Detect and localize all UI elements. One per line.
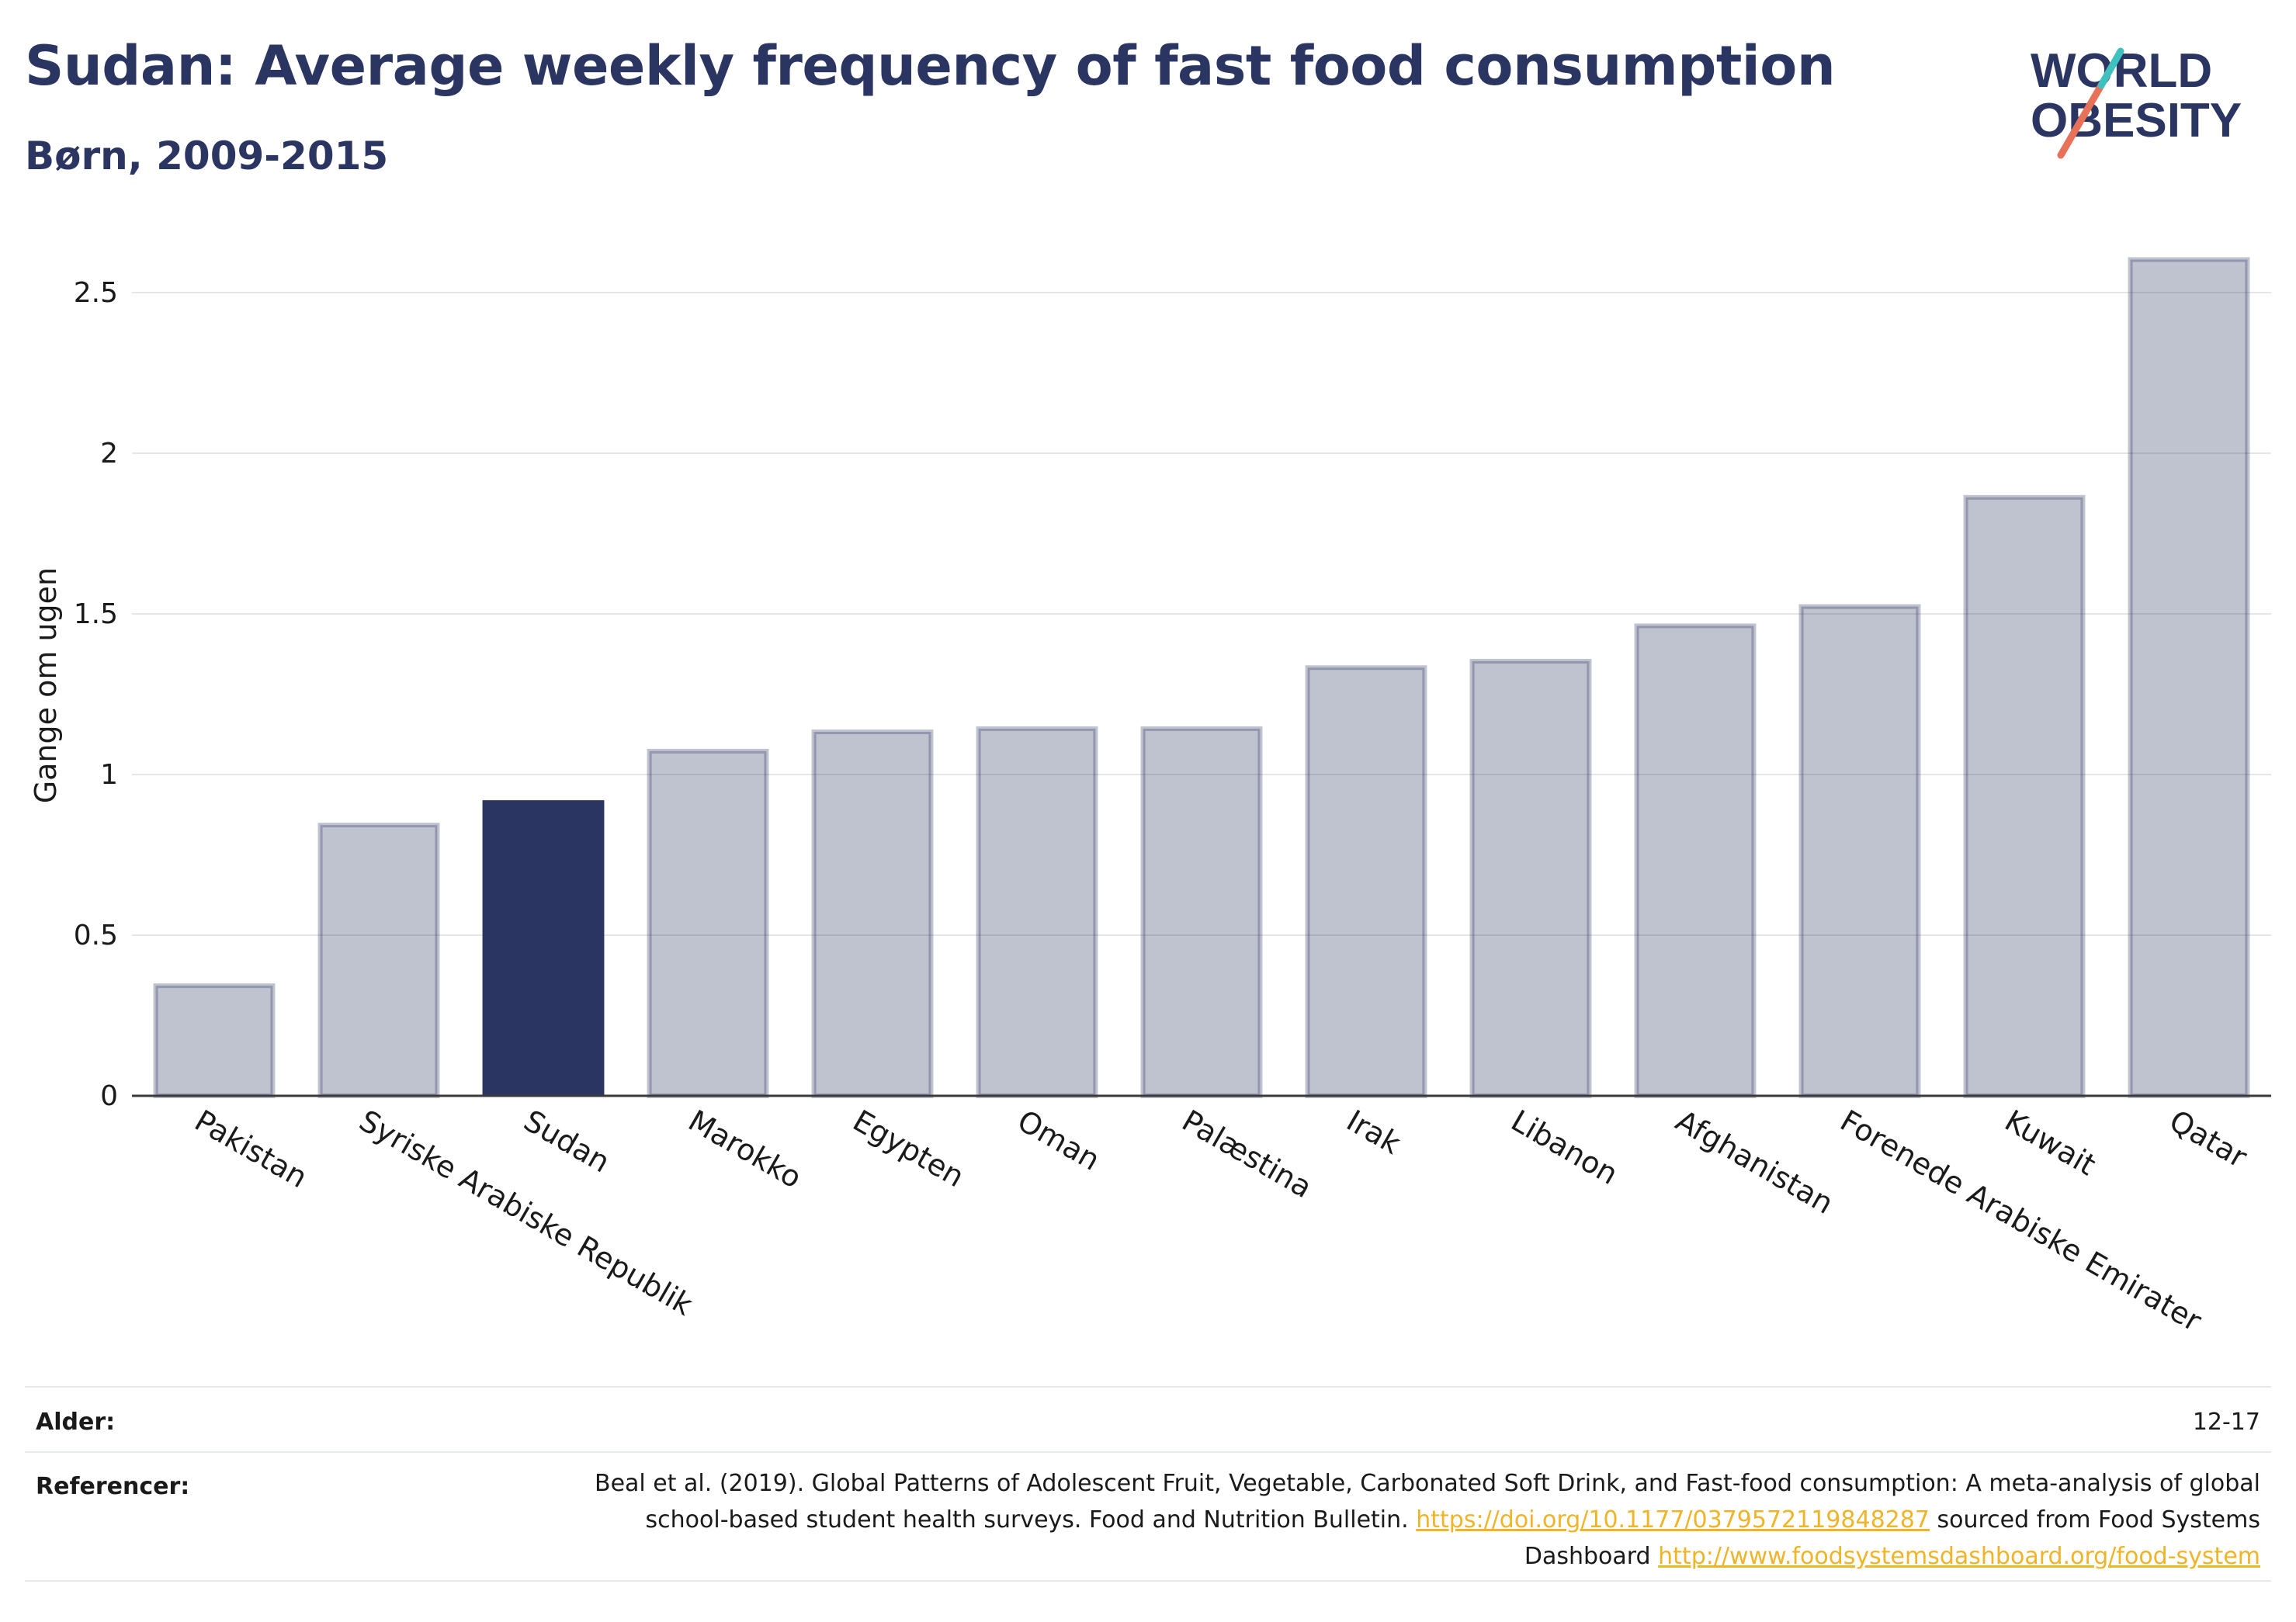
y-tick-label: 0 (100, 1080, 118, 1112)
bar (153, 983, 276, 1098)
age-value: 12-17 (2192, 1409, 2260, 1436)
world-obesity-logo: WORLD OBESITY (2031, 44, 2242, 159)
references-text: Beal et al. (2019). Global Patterns of A… (553, 1465, 2260, 1575)
references-label: Referencer: (36, 1473, 190, 1500)
x-tick-label: Palæstina (1177, 1104, 1318, 1205)
logo-slash-teal (2097, 47, 2124, 89)
x-tick-label: Pakistan (189, 1104, 314, 1195)
y-axis-title: Gange om ugen (29, 567, 63, 803)
x-tick-label: Libanon (1506, 1104, 1624, 1191)
footer-divider (25, 1580, 2271, 1582)
doi-link[interactable]: https://doi.org/10.1177/0379572119848287 (1416, 1506, 1930, 1534)
x-tick-label: Kuwait (1999, 1104, 2102, 1183)
bar (811, 730, 934, 1098)
footer-divider (25, 1386, 2271, 1388)
bar (976, 726, 1098, 1099)
y-tick-label: 1.5 (74, 598, 118, 630)
bar (1140, 726, 1263, 1099)
x-tick-label: Irak (1341, 1104, 1406, 1161)
chart-title: Sudan: Average weekly frequency of fast … (25, 34, 1836, 98)
bar (2128, 257, 2250, 1099)
reference-source: sourced from Food Systems Dashboard (1524, 1506, 2260, 1570)
bar (1798, 604, 1921, 1098)
x-tick-label: Afghanistan (1670, 1104, 1840, 1221)
bar (1634, 623, 1757, 1098)
dashboard-link[interactable]: http://www.foodsystemsdashboard.org/food… (1658, 1543, 2260, 1570)
bar (1469, 658, 1592, 1098)
x-tick-label: Sudan (519, 1104, 616, 1180)
logo-slash-red (2057, 81, 2105, 159)
x-tick-label: Oman (1012, 1104, 1106, 1177)
age-label: Alder: (36, 1409, 116, 1436)
footer-divider (25, 1451, 2271, 1453)
bar-highlight (482, 800, 605, 1096)
chart-subtitle: Børn, 2009-2015 (25, 133, 389, 178)
x-tick-label: Qatar (2164, 1104, 2253, 1175)
x-tick-label: Egypten (848, 1104, 970, 1194)
y-tick-label: 2.5 (74, 277, 118, 309)
logo-text-obesity: OBESITY (2031, 94, 2242, 147)
bar (317, 823, 440, 1098)
bar (1305, 665, 1427, 1098)
y-tick-label: 2 (100, 438, 118, 470)
y-tick-label: 0.5 (74, 920, 118, 951)
bar (647, 748, 769, 1098)
bar (1963, 494, 2086, 1098)
reference-citation: Beal et al. (2019). Global Patterns of A… (594, 1470, 2260, 1534)
x-tick-label: Marokko (683, 1104, 808, 1195)
y-tick-label: 1 (100, 759, 118, 791)
